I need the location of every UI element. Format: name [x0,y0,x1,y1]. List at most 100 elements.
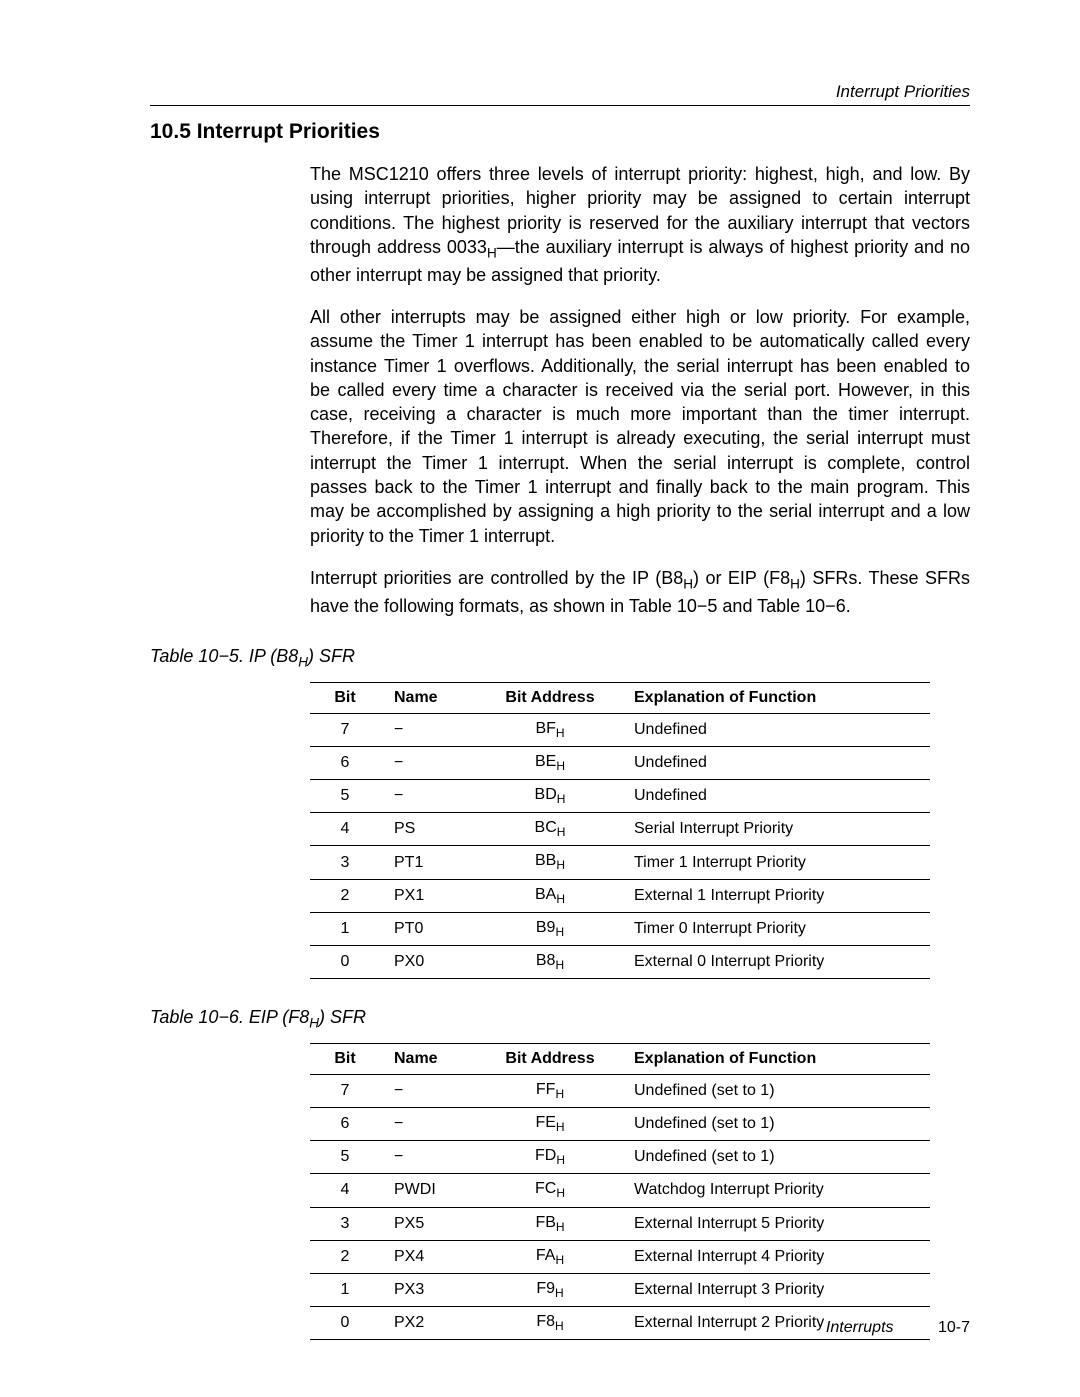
section-heading: 10.5 Interrupt Priorities [150,120,970,144]
sub-h: H [555,1286,564,1300]
table-header-row: Bit Name Bit Address Explanation of Func… [310,682,930,713]
page-footer: Interrupts 10-7 [826,1319,970,1337]
sub-h: H [556,759,565,773]
table-row: 4PWDIFCHWatchdog Interrupt Priority [310,1174,930,1207]
sub-h: H [556,1153,565,1167]
sub-h: H [555,1253,564,1267]
t1cap-post: ) SFR [308,646,355,666]
cell-name: PT0 [380,912,480,945]
paragraph-2: All other interrupts may be assigned eit… [310,305,970,548]
t2cap-pre: Table 10−6. EIP (F8 [150,1007,309,1027]
cell-explanation: Undefined (set to 1) [620,1107,930,1140]
paragraph-3: Interrupt priorities are controlled by t… [310,566,970,618]
th-addr: Bit Address [480,1043,620,1074]
table-row: 2PX1BAHExternal 1 Interrupt Priority [310,879,930,912]
sub-h: H [557,792,566,806]
cell-bit-address: BCH [480,813,620,846]
cell-bit-address: BAH [480,879,620,912]
cell-name: PWDI [380,1174,480,1207]
sub-h: H [555,1319,564,1333]
cell-bit-address: FFH [480,1074,620,1107]
section-number: 10.5 [150,120,191,143]
cell-name: PX1 [380,879,480,912]
cell-explanation: External Interrupt 5 Priority [620,1207,930,1240]
cell-explanation: Timer 1 Interrupt Priority [620,846,930,879]
cell-name: − [380,1107,480,1140]
sub-h: H [556,892,565,906]
th-name: Name [380,682,480,713]
table-row: 3PT1BBHTimer 1 Interrupt Priority [310,846,930,879]
cell-name: PX3 [380,1273,480,1306]
cell-bit: 5 [310,780,380,813]
th-expl: Explanation of Function [620,1043,930,1074]
table-row: 4PSBCHSerial Interrupt Priority [310,813,930,846]
cell-explanation: Undefined (set to 1) [620,1074,930,1107]
table-row: 6−FEHUndefined (set to 1) [310,1107,930,1140]
cell-bit: 5 [310,1141,380,1174]
footer-chapter: Interrupts [826,1319,894,1336]
table-row: 5−BDHUndefined [310,780,930,813]
th-expl: Explanation of Function [620,682,930,713]
cell-bit-address: B8H [480,945,620,978]
cell-explanation: Watchdog Interrupt Priority [620,1174,930,1207]
cell-bit: 1 [310,912,380,945]
t1cap-pre: Table 10−5. IP (B8 [150,646,298,666]
cell-explanation: Undefined [620,746,930,779]
th-addr: Bit Address [480,682,620,713]
header-rule [150,105,970,106]
table-row: 7−BFHUndefined [310,713,930,746]
p3a: Interrupt priorities are controlled by t… [310,568,683,588]
sub-h: H [298,655,308,670]
table-eip-sfr: Bit Name Bit Address Explanation of Func… [310,1043,930,1341]
cell-bit: 4 [310,1174,380,1207]
cell-bit-address: FBH [480,1207,620,1240]
sub-h: H [309,1016,319,1031]
cell-name: − [380,713,480,746]
cell-bit-address: F8H [480,1307,620,1340]
cell-bit: 7 [310,1074,380,1107]
cell-bit-address: B9H [480,912,620,945]
sub-h: H [556,1220,565,1234]
sub-h: H [556,726,565,740]
cell-bit-address: FAH [480,1240,620,1273]
table-row: 6−BEHUndefined [310,746,930,779]
cell-explanation: External 0 Interrupt Priority [620,945,930,978]
th-bit: Bit [310,682,380,713]
cell-bit: 3 [310,1207,380,1240]
cell-name: − [380,780,480,813]
cell-bit: 0 [310,1307,380,1340]
table-2-caption: Table 10−6. EIP (F8H) SFR [150,1007,970,1031]
table-row: 3PX5FBHExternal Interrupt 5 Priority [310,1207,930,1240]
footer-page: 10-7 [938,1319,970,1336]
table-row: 0PX0B8HExternal 0 Interrupt Priority [310,945,930,978]
cell-bit: 0 [310,945,380,978]
cell-explanation: Timer 0 Interrupt Priority [620,912,930,945]
sub-h: H [790,577,800,592]
cell-bit-address: FEH [480,1107,620,1140]
sub-h: H [555,1087,564,1101]
cell-explanation: External Interrupt 3 Priority [620,1273,930,1306]
cell-name: PX2 [380,1307,480,1340]
table-row: 7−FFHUndefined (set to 1) [310,1074,930,1107]
sub-h: H [556,1120,565,1134]
cell-bit: 4 [310,813,380,846]
cell-explanation: External Interrupt 4 Priority [620,1240,930,1273]
cell-bit: 6 [310,1107,380,1140]
table-row: 2PX4FAHExternal Interrupt 4 Priority [310,1240,930,1273]
section-title: Interrupt Priorities [197,120,380,143]
cell-bit: 2 [310,1240,380,1273]
th-name: Name [380,1043,480,1074]
cell-name: − [380,1074,480,1107]
p3b: ) or EIP (F8 [693,568,790,588]
sub-h: H [683,577,693,592]
cell-bit: 6 [310,746,380,779]
sub-h: H [557,825,566,839]
t2cap-post: ) SFR [319,1007,366,1027]
table-ip-sfr: Bit Name Bit Address Explanation of Func… [310,682,930,980]
cell-bit-address: FDH [480,1141,620,1174]
cell-bit-address: FCH [480,1174,620,1207]
cell-bit-address: BDH [480,780,620,813]
cell-name: PX0 [380,945,480,978]
table-row: 5−FDHUndefined (set to 1) [310,1141,930,1174]
cell-bit-address: BBH [480,846,620,879]
